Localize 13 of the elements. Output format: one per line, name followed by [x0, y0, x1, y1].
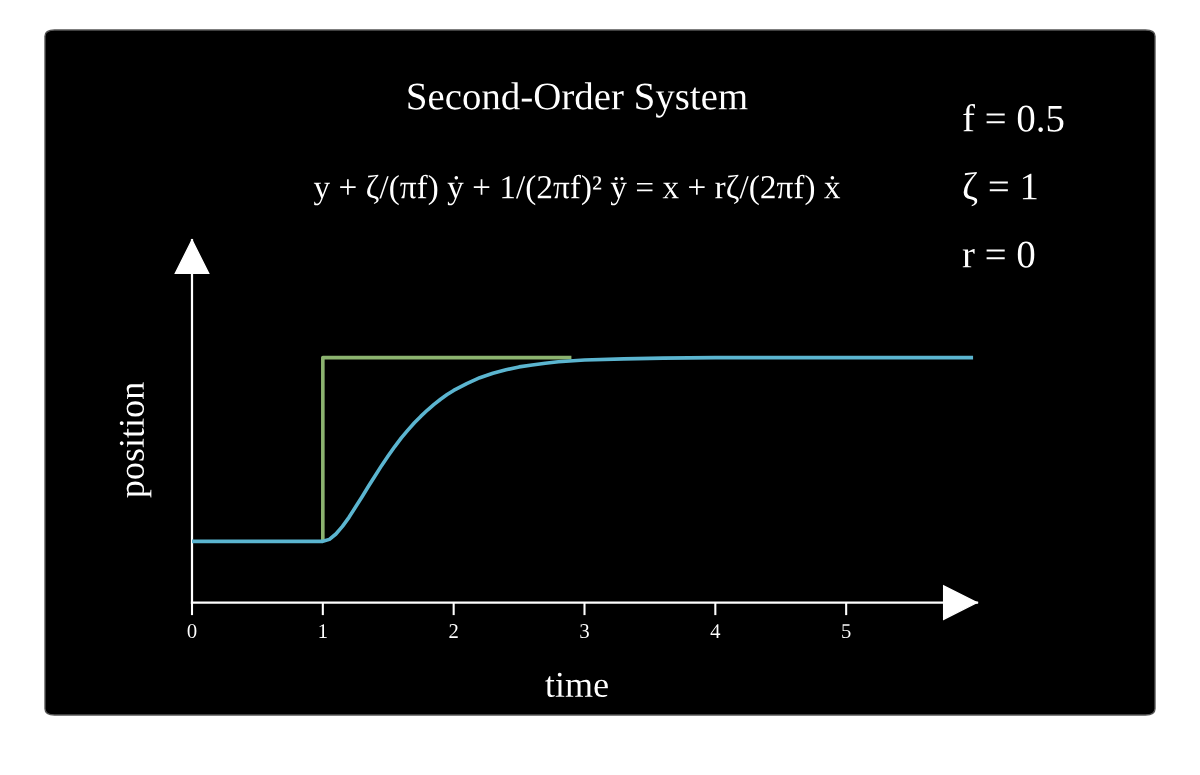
y-axis-title: position [119, 382, 152, 498]
text: f = 0.5 [963, 103, 1064, 132]
x-tick-label: 5 [842, 624, 851, 639]
x-tick-label: 4 [710, 624, 721, 638]
text: r = 0 [962, 241, 1035, 268]
x-tick-label: 0 [187, 624, 197, 639]
chart-subtitle: y + ζ/(πf) ẏ + 1/(2πf)² ÿ = x + rζ/(2πf) ẋ [313, 174, 841, 206]
x-tick-label: 3 [580, 624, 589, 639]
x-axis-title: time [545, 672, 608, 698]
x-tick-label: 1 [319, 624, 327, 638]
chart-title: Second-Order System [408, 82, 748, 118]
text: ζ = 1 [963, 172, 1037, 207]
x-tick-label: 2 [449, 624, 458, 638]
